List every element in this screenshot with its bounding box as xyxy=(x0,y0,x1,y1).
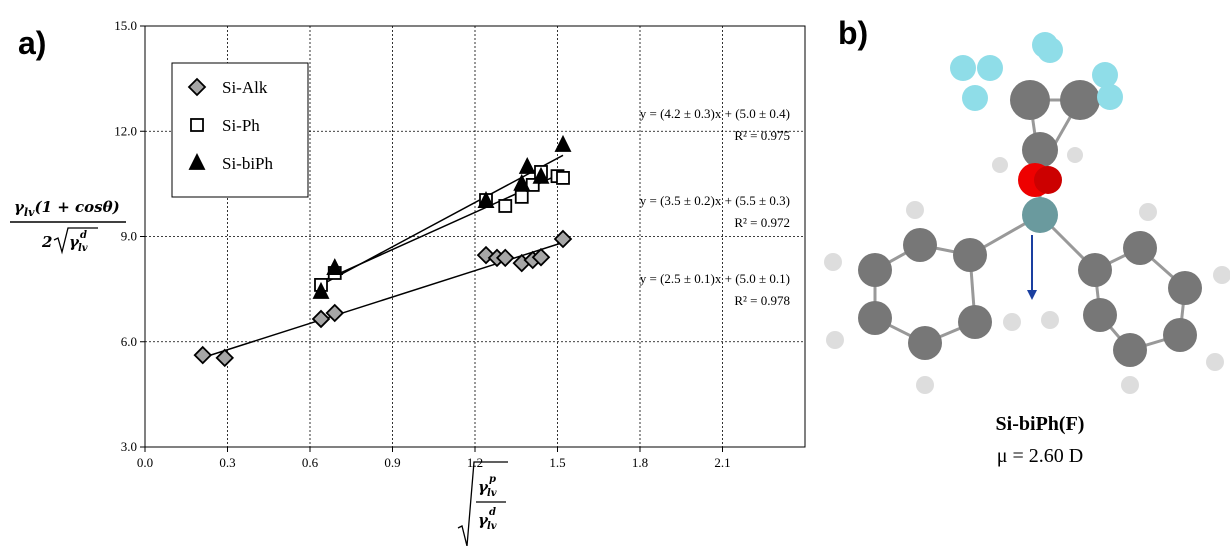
x-label-part: lv xyxy=(487,488,497,499)
x-tick-label: 0.9 xyxy=(384,455,400,470)
marker xyxy=(556,137,570,151)
x-tick-label: 1.5 xyxy=(549,455,565,470)
panel-label: b) xyxy=(838,15,868,51)
x-tick-label: 1.8 xyxy=(632,455,648,470)
x-label-part: p xyxy=(489,474,496,485)
x-tick-label: 1.2 xyxy=(467,455,483,470)
y-label-part: 2 xyxy=(41,233,52,251)
fit-equation: y = (2.5 ± 0.1)x + (5.0 ± 0.1) xyxy=(640,271,790,286)
y-tick-label: 9.0 xyxy=(121,229,137,244)
x-tick-label: 0.0 xyxy=(137,455,153,470)
sqrt-sign xyxy=(458,462,508,546)
y-tick-label: 3.0 xyxy=(121,439,137,454)
marker xyxy=(520,159,534,173)
y-label-part: lv xyxy=(78,243,88,254)
x-label-part: lv xyxy=(487,521,497,532)
x-axis-label: γ lv p γ lv d xyxy=(458,462,508,546)
molecule-name: Si-biPh(F) xyxy=(996,413,1085,435)
y-tick-label: 12.0 xyxy=(114,123,137,138)
marker xyxy=(499,200,511,212)
x-label-part: d xyxy=(489,507,496,518)
marker xyxy=(557,172,569,184)
fit-r2: R² = 0.978 xyxy=(734,293,790,308)
x-tick-label: 0.3 xyxy=(219,455,235,470)
x-tick-label: 2.1 xyxy=(714,455,730,470)
panel-label: a) xyxy=(18,25,46,61)
fit-equation: y = (3.5 ± 0.2)x + (5.5 ± 0.3) xyxy=(640,193,790,208)
legend-label: Si-Ph xyxy=(222,116,260,135)
fit-r2: R² = 0.975 xyxy=(734,128,790,143)
legend-label: Si-Alk xyxy=(222,78,268,97)
fit-equation: y = (4.2 ± 0.3)x + (5.0 ± 0.4) xyxy=(640,106,790,121)
figure: a) b) γlv(1 + cosθ) 2 γ lv d γ lv p γ lv… xyxy=(0,0,1230,546)
y-axis-label: γlv(1 + cosθ) 2 γ lv d xyxy=(10,198,126,254)
molecule-illustration xyxy=(824,32,1230,394)
dipole-moment: μ = 2.60 D xyxy=(997,445,1083,467)
y-label-part: d xyxy=(80,230,87,241)
y-tick-label: 15.0 xyxy=(114,18,137,33)
x-tick-label: 0.6 xyxy=(302,455,319,470)
legend-label: Si-biPh xyxy=(222,154,274,173)
legend-marker xyxy=(191,119,203,131)
y-tick-label: 6.0 xyxy=(121,334,137,349)
marker xyxy=(195,347,211,363)
y-label-part: γlv(1 + cosθ) xyxy=(14,198,120,219)
fit-r2: R² = 0.972 xyxy=(734,215,790,230)
marker xyxy=(516,191,528,203)
